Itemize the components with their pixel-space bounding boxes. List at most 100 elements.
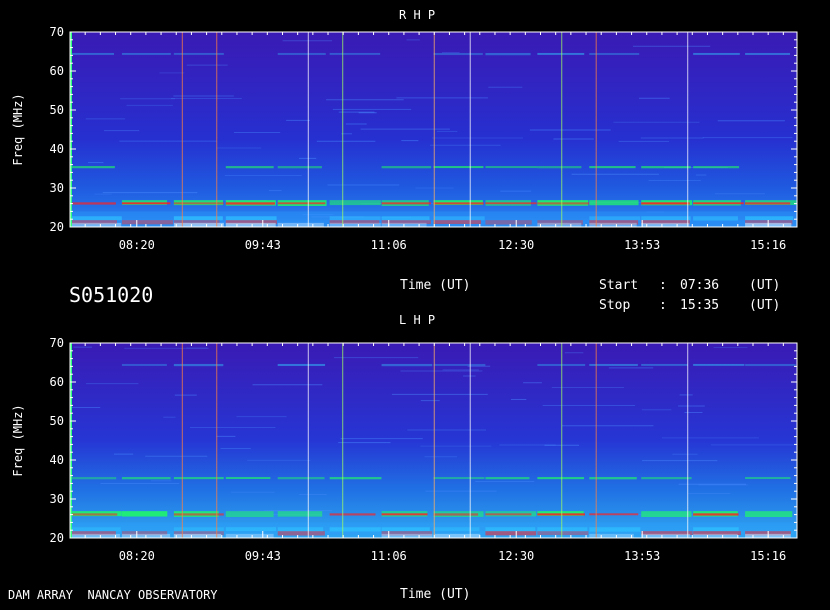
rhp-emission-band [225, 222, 276, 227]
lhp-emission-band [485, 527, 536, 532]
lhp-x-axis-label: Time (UT) [400, 587, 471, 602]
rhp-emission-band [381, 166, 432, 169]
rhp-x-tick-label: 09:43 [245, 238, 281, 252]
lhp-y-tick-label: 60 [50, 375, 64, 389]
lhp-emission-band [329, 513, 376, 516]
rhp-y-tick-label: 30 [50, 181, 64, 195]
rhp-emission-band [589, 222, 637, 228]
lhp-emission-band [641, 477, 692, 480]
rhp-y-tick-label: 20 [50, 220, 64, 234]
lhp-emission-band [277, 527, 324, 532]
rhp-emission-band [693, 202, 744, 205]
rhp-y-tick-label: 60 [50, 64, 64, 78]
lhp-emission-band [589, 513, 639, 516]
rhp-emission-band [589, 166, 636, 169]
lhp-emission-band [589, 527, 641, 532]
rhp-panel: 70 60 50 40 30 20 08:20 09:43 11:06 12:30 13:53 15:… [11, 25, 798, 252]
rhp-spectrum-field [70, 32, 797, 227]
lhp-frame [69, 342, 798, 539]
lhp-emission-band [433, 527, 480, 532]
rhp-emission-band [329, 200, 381, 206]
rhp-emission-band [70, 202, 116, 205]
lhp-emission-band [70, 533, 120, 539]
rhp-emission-band [173, 52, 224, 55]
lhp-emission-band [70, 513, 118, 516]
lhp-emission-band [225, 511, 274, 518]
rhp-emission-band [121, 202, 171, 205]
rhp-x-tick-label: 08:20 [119, 238, 155, 252]
lhp-emission-band [589, 477, 637, 480]
lhp-emission-band [693, 527, 739, 532]
lhp-emission-band [693, 533, 738, 539]
rhp-emission-band [433, 216, 485, 221]
rhp-emission-band [70, 216, 122, 221]
rhp-y-tick-label: 40 [50, 142, 64, 156]
lhp-emission-band [121, 511, 168, 517]
rhp-emission-band [329, 222, 381, 227]
rhp-emission-band [537, 52, 585, 55]
rhp-emission-band [641, 166, 691, 169]
rhp-x-axis-label: Time (UT) [400, 278, 471, 293]
rhp-emission-band [225, 166, 274, 169]
rhp-emission-band [433, 166, 484, 169]
rhp-emission-band [381, 216, 430, 221]
lhp-emission-band [433, 513, 479, 516]
lhp-emission-band [641, 533, 691, 539]
lhp-emission-band [641, 531, 693, 536]
rhp-emission-band [121, 52, 171, 55]
lhp-y-tick-label: 20 [50, 531, 64, 545]
rhp-emission-band [537, 202, 590, 205]
rhp-emission-band [381, 220, 431, 224]
lhp-emission-band [693, 531, 741, 536]
rhp-emission-band [693, 52, 740, 55]
lhp-y-tick-label: 70 [50, 336, 64, 350]
rhp-emission-band [70, 222, 122, 228]
lhp-emission-band [70, 477, 117, 480]
rhp-y-axis-label: Freq (MHz) [11, 93, 25, 165]
lhp-emission-band [173, 513, 224, 516]
lhp-emission-band [485, 531, 537, 536]
lhp-emission-band [537, 513, 585, 516]
lhp-emission-band [485, 513, 532, 516]
lhp-title: L H P [399, 313, 436, 327]
lhp-emission-band [225, 477, 271, 479]
lhp-emission-band [277, 477, 325, 480]
lhp-emission-band [381, 513, 428, 516]
rhp-emission-band [173, 216, 223, 221]
rhp-x-tick-label: 13:53 [624, 238, 660, 252]
lhp-emission-band [225, 527, 277, 532]
rhp-y-tick-label: 70 [50, 25, 64, 39]
rhp-emission-band [485, 202, 537, 205]
lhp-x-tick-label: 09:43 [245, 549, 281, 563]
rhp-emission-band [121, 220, 174, 225]
rhp-emission-band [745, 52, 791, 55]
rhp-emission-band [381, 202, 432, 205]
lhp-emission-band [485, 477, 530, 480]
rhp-emission-band [225, 220, 277, 225]
rhp-frame [69, 31, 798, 228]
stop-time: 15:35 [680, 298, 720, 313]
lhp-y-tick-label: 50 [50, 414, 64, 428]
rhp-x-tick-label: 15:16 [750, 238, 786, 252]
rhp-x-tick-label: 11:06 [371, 238, 407, 252]
rhp-emission-band [433, 220, 482, 224]
lhp-panel: 70 60 50 40 30 20 08:20 09:43 11:06 12:30 13:53 15:… [11, 336, 798, 563]
rhp-emission-band [745, 220, 793, 225]
rhp-emission-band [641, 202, 690, 205]
rhp-emission-band [277, 222, 324, 228]
rhp-emission-band [485, 166, 538, 169]
rhp-emission-band [277, 202, 326, 205]
rhp-title: R H P [399, 8, 436, 22]
lhp-emission-band [433, 533, 481, 539]
session-id: S051020 [69, 283, 154, 307]
lhp-emission-band [537, 477, 585, 480]
lhp-emission-band [70, 527, 121, 532]
rhp-emission-band [589, 52, 640, 56]
observatory-label: DAM ARRAY NANCAY OBSERVATORY [8, 588, 218, 602]
rhp-emission-band [70, 220, 118, 225]
rhp-emission-band [173, 220, 220, 225]
lhp-emission-band [537, 527, 588, 532]
lhp-x-tick-label: 08:20 [119, 549, 155, 563]
lhp-emission-band [589, 533, 634, 539]
lhp-emission-band [433, 477, 485, 480]
